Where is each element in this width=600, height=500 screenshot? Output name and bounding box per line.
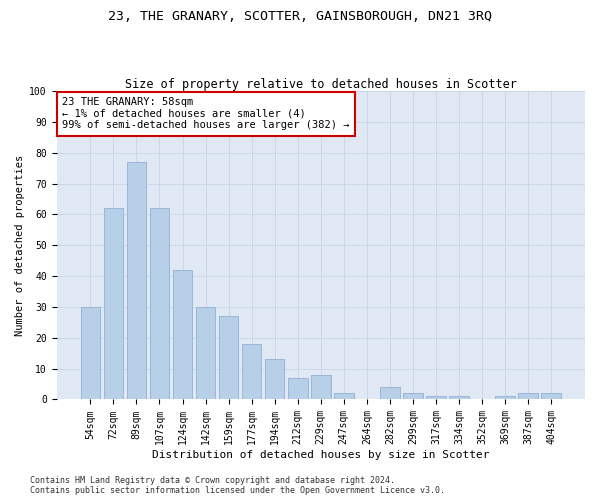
Bar [311, 375, 331, 400]
Bar [380, 387, 400, 400]
Bar [449, 396, 469, 400]
Bar [518, 394, 538, 400]
X-axis label: Distribution of detached houses by size in Scotter: Distribution of detached houses by size … [152, 450, 490, 460]
Bar [334, 394, 353, 400]
Bar [496, 396, 515, 400]
Text: 23 THE GRANARY: 58sqm
← 1% of detached houses are smaller (4)
99% of semi-detach: 23 THE GRANARY: 58sqm ← 1% of detached h… [62, 97, 349, 130]
Bar [426, 396, 446, 400]
Bar [104, 208, 123, 400]
Bar [288, 378, 308, 400]
Bar [127, 162, 146, 400]
Title: Size of property relative to detached houses in Scotter: Size of property relative to detached ho… [125, 78, 517, 91]
Bar [173, 270, 192, 400]
Text: 23, THE GRANARY, SCOTTER, GAINSBOROUGH, DN21 3RQ: 23, THE GRANARY, SCOTTER, GAINSBOROUGH, … [108, 10, 492, 23]
Bar [541, 394, 561, 400]
Bar [80, 307, 100, 400]
Bar [265, 360, 284, 400]
Y-axis label: Number of detached properties: Number of detached properties [15, 154, 25, 336]
Bar [149, 208, 169, 400]
Bar [196, 307, 215, 400]
Bar [242, 344, 262, 400]
Text: Contains HM Land Registry data © Crown copyright and database right 2024.
Contai: Contains HM Land Registry data © Crown c… [30, 476, 445, 495]
Bar [403, 394, 423, 400]
Bar [219, 316, 238, 400]
